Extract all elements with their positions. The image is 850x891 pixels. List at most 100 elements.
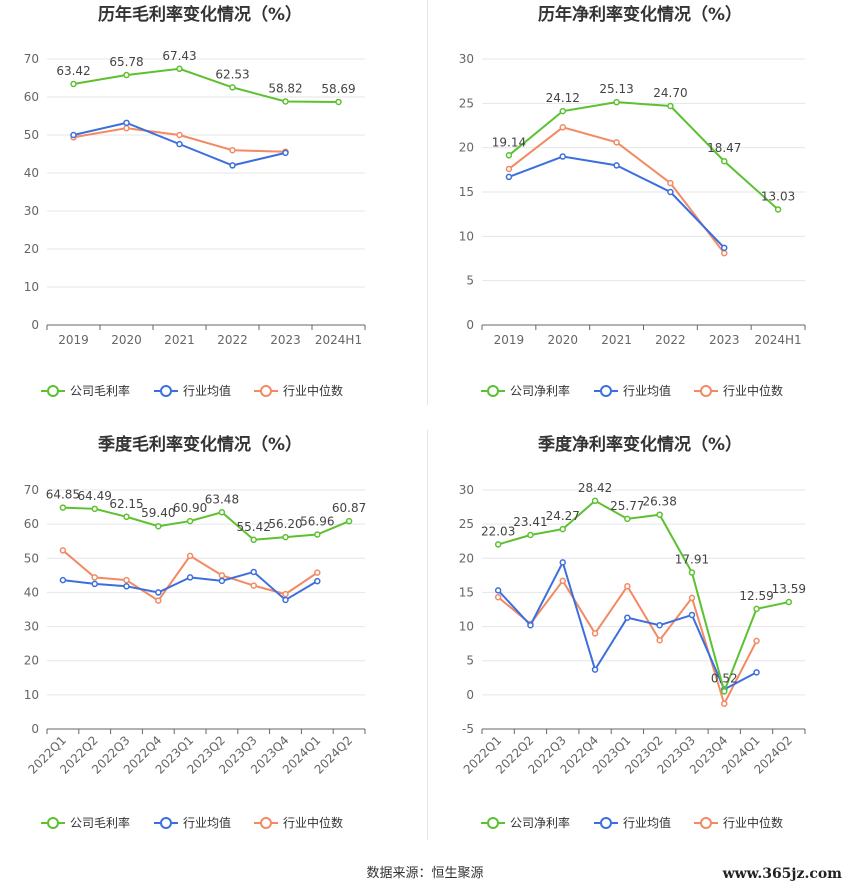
legend-item: 行业均值 [154, 815, 231, 830]
data-label: 23.41 [513, 515, 547, 529]
y-tick-label: 30 [459, 52, 474, 66]
series-line [62, 506, 350, 541]
quarterly-gross-margin-chart: 季度毛利率变化情况（%）0102030405060702022Q12022Q22… [24, 434, 367, 830]
data-point [250, 582, 257, 589]
data-point [613, 139, 620, 146]
data-point [59, 504, 67, 511]
legend-swatch-marker [47, 385, 59, 397]
series-line [508, 155, 725, 249]
data-point [282, 596, 289, 604]
legend-label: 行业均值 [623, 815, 671, 830]
data-point [155, 522, 162, 530]
data-label: 58.82 [268, 81, 302, 95]
series-line [508, 101, 779, 211]
data-point [559, 559, 566, 566]
y-tick-label: 30 [459, 483, 474, 497]
legend-swatch-marker [600, 385, 612, 397]
x-tick-label: 2022 [217, 333, 248, 347]
data-point [229, 146, 236, 154]
legend-item: 公司毛利率 [41, 815, 130, 830]
y-tick-label: 20 [459, 141, 474, 155]
legend-item: 行业中位数 [254, 383, 343, 398]
legend-label: 公司净利率 [510, 383, 570, 398]
legend-item: 行业中位数 [694, 383, 783, 398]
chart-title: 季度毛利率变化情况（%） [98, 434, 302, 455]
data-point [218, 572, 226, 579]
x-tick-label: 2023 [709, 333, 740, 347]
data-point [753, 637, 760, 645]
legend-label: 公司净利率 [510, 815, 570, 830]
y-tick-label: 40 [24, 585, 39, 599]
data-point [613, 98, 620, 106]
series-line [508, 126, 726, 254]
data-point [774, 206, 782, 213]
data-label: 22.03 [481, 524, 515, 538]
data-point [123, 71, 130, 79]
data-label: 13.59 [772, 582, 806, 596]
data-label: 56.96 [300, 515, 334, 529]
data-point [218, 509, 226, 516]
data-point [721, 688, 728, 695]
data-point [250, 536, 257, 544]
y-tick-label: 25 [459, 96, 474, 110]
data-point [667, 102, 674, 110]
x-tick-label: 2024H1 [315, 333, 362, 347]
data-point [155, 597, 162, 604]
data-point [176, 140, 183, 148]
x-tick-label: 2020 [111, 333, 142, 347]
data-point [345, 517, 353, 525]
legend-item: 行业均值 [594, 383, 671, 398]
data-point [559, 124, 566, 131]
data-label: 28.42 [578, 481, 612, 495]
y-tick-label: 40 [24, 166, 39, 180]
y-tick-label: 0 [466, 318, 474, 332]
data-point [314, 531, 321, 538]
data-point [624, 515, 631, 523]
y-tick-label: 20 [24, 654, 39, 668]
data-label: 60.90 [173, 501, 207, 515]
legend-swatch-marker [160, 385, 172, 397]
y-tick-label: 0 [31, 318, 39, 332]
series-line [497, 499, 790, 695]
data-label: 18.47 [707, 141, 741, 155]
data-point [229, 84, 236, 91]
y-tick-label: 0 [466, 688, 474, 702]
data-label: 24.27 [546, 509, 580, 523]
legend-label: 行业中位数 [723, 815, 783, 830]
data-label: 13.03 [761, 189, 795, 203]
data-point [656, 636, 663, 644]
data-point [314, 577, 321, 585]
y-tick-label: 10 [459, 620, 474, 634]
legend-swatch-marker [487, 817, 499, 829]
quarterly-net-margin-chart: 季度净利率变化情况（%）-50510152025302022Q12022Q220… [459, 434, 806, 830]
data-label: 62.15 [109, 497, 143, 511]
legend-label: 行业均值 [183, 815, 231, 830]
data-point [123, 119, 130, 127]
data-point [186, 574, 194, 581]
data-point [282, 590, 289, 598]
data-point [155, 589, 162, 596]
y-tick-label: 60 [24, 90, 39, 104]
legend-swatch-marker [260, 817, 272, 829]
data-point [613, 162, 620, 169]
y-tick-label: 30 [24, 204, 39, 218]
data-point [314, 569, 321, 576]
data-label: 19.14 [492, 135, 526, 149]
legend-swatch-marker [600, 817, 612, 829]
data-point [624, 614, 631, 621]
x-tick-label: 2019 [58, 333, 89, 347]
y-tick-label: 5 [466, 654, 474, 668]
data-point [721, 249, 728, 257]
legend-label: 公司毛利率 [70, 383, 130, 398]
y-tick-label: 0 [31, 722, 39, 736]
data-point [505, 173, 513, 181]
data-point [656, 621, 663, 629]
y-tick-label: 15 [459, 585, 474, 599]
data-point [721, 157, 728, 165]
y-tick-label: 25 [459, 517, 474, 531]
data-point [624, 583, 631, 590]
legend-label: 公司毛利率 [70, 815, 130, 830]
data-label: 63.42 [56, 64, 90, 78]
y-tick-label: 70 [24, 483, 39, 497]
data-point [70, 131, 77, 139]
